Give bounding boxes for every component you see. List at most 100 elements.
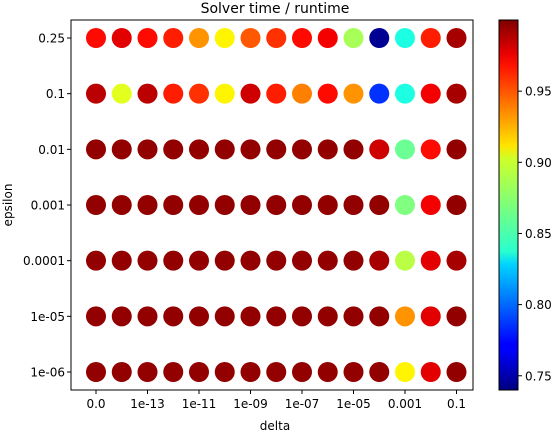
y-tick-label: 0.25 xyxy=(38,32,65,46)
x-tick-label: 0.0 xyxy=(86,397,105,411)
scatter-markers xyxy=(86,28,467,382)
chart-title: Solver time / runtime xyxy=(201,1,350,17)
scatter-point xyxy=(214,139,235,160)
scatter-point xyxy=(111,306,132,327)
scatter-point xyxy=(343,28,364,48)
scatter-point xyxy=(317,195,338,215)
scatter-point xyxy=(266,139,287,160)
scatter-point xyxy=(420,195,441,215)
colorbar-tick-label: 0.80 xyxy=(525,298,552,312)
scatter-point xyxy=(111,195,132,215)
scatter-point xyxy=(137,362,158,382)
scatter-point xyxy=(317,250,338,271)
scatter-point xyxy=(214,195,235,215)
scatter-point xyxy=(420,28,441,48)
scatter-point xyxy=(395,139,415,160)
scatter-point xyxy=(111,139,132,160)
scatter-point xyxy=(420,83,441,104)
x-axis-ticks: 0.0 1e-13 1e-11 1e-09 1e-07 1e-05 0.001 0.1 xyxy=(86,390,466,411)
scatter-point xyxy=(292,250,312,271)
scatter-point xyxy=(111,83,132,104)
scatter-point xyxy=(214,28,235,48)
scatter-point xyxy=(240,83,261,104)
y-tick-label: 0.0001 xyxy=(23,254,65,268)
scatter-point xyxy=(446,195,467,215)
scatter-point xyxy=(266,28,287,48)
scatter-point xyxy=(343,139,364,160)
scatter-point xyxy=(317,139,338,160)
scatter-point xyxy=(163,28,184,48)
scatter-point xyxy=(240,28,261,48)
y-tick-label: 0.1 xyxy=(46,87,65,101)
scatter-point xyxy=(343,83,364,104)
x-tick-label: 1e-07 xyxy=(285,397,320,411)
scatter-point xyxy=(86,195,106,215)
scatter-point xyxy=(163,139,184,160)
scatter-point xyxy=(86,28,106,48)
scatter-point xyxy=(420,250,441,271)
y-tick-label: 0.01 xyxy=(38,143,65,157)
scatter-point xyxy=(266,83,287,104)
scatter-point xyxy=(86,83,106,104)
x-axis-label: delta xyxy=(260,419,290,433)
scatter-point xyxy=(292,306,312,327)
scatter-point xyxy=(369,139,390,160)
scatter-point xyxy=(317,362,338,382)
scatter-point xyxy=(266,250,287,271)
y-axis-label: epsilon xyxy=(1,184,15,227)
colorbar-tick-label: 0.75 xyxy=(525,369,552,383)
scatter-point xyxy=(266,362,287,382)
colorbar-ticks: 0.75 0.80 0.85 0.90 0.95 xyxy=(518,85,552,383)
y-tick-label: 1e-05 xyxy=(30,310,65,324)
scatter-point xyxy=(395,195,415,215)
colorbar-tick-label: 0.95 xyxy=(525,85,552,99)
scatter-point xyxy=(189,250,209,271)
scatter-point xyxy=(240,250,261,271)
x-tick-label: 1e-11 xyxy=(182,397,217,411)
scatter-point xyxy=(86,250,106,271)
scatter-point xyxy=(446,250,467,271)
scatter-point xyxy=(189,306,209,327)
scatter-point xyxy=(189,195,209,215)
scatter-point xyxy=(395,362,415,382)
scatter-point xyxy=(446,83,467,104)
scatter-point xyxy=(240,195,261,215)
x-tick-label: 0.1 xyxy=(447,397,466,411)
scatter-point xyxy=(86,306,106,327)
x-tick-label: 0.001 xyxy=(388,397,422,411)
scatter-point xyxy=(317,306,338,327)
scatter-point xyxy=(163,195,184,215)
scatter-point xyxy=(420,139,441,160)
scatter-point xyxy=(343,195,364,215)
scatter-point xyxy=(369,83,390,104)
scatter-point xyxy=(292,83,312,104)
scatter-point xyxy=(420,306,441,327)
colorbar-tick-label: 0.90 xyxy=(525,156,552,170)
scatter-point xyxy=(240,362,261,382)
x-tick-label: 1e-13 xyxy=(130,397,165,411)
scatter-point xyxy=(446,28,467,48)
scatter-point xyxy=(240,139,261,160)
scatter-point xyxy=(214,83,235,104)
scatter-point xyxy=(395,28,415,48)
scatter-point xyxy=(369,306,390,327)
scatter-point xyxy=(137,83,158,104)
y-axis-ticks: 1e-06 1e-05 0.0001 0.001 0.01 0.1 0.25 xyxy=(23,32,71,380)
scatter-point xyxy=(214,362,235,382)
scatter-point xyxy=(163,250,184,271)
scatter-point xyxy=(317,28,338,48)
scatter-point xyxy=(111,28,132,48)
scatter-point xyxy=(189,28,209,48)
colorbar: 0.75 0.80 0.85 0.90 0.95 xyxy=(498,19,552,391)
scatter-point xyxy=(446,139,467,160)
scatter-point xyxy=(163,306,184,327)
scatter-point xyxy=(395,83,415,104)
scatter-point xyxy=(343,362,364,382)
scatter-point xyxy=(86,362,106,382)
scatter-point xyxy=(163,83,184,104)
plot-area: 0.0 1e-13 1e-11 1e-09 1e-07 1e-05 0.001 0.1 1e-… xyxy=(23,19,474,411)
scatter-point xyxy=(137,139,158,160)
scatter-point xyxy=(343,250,364,271)
scatter-point xyxy=(111,250,132,271)
